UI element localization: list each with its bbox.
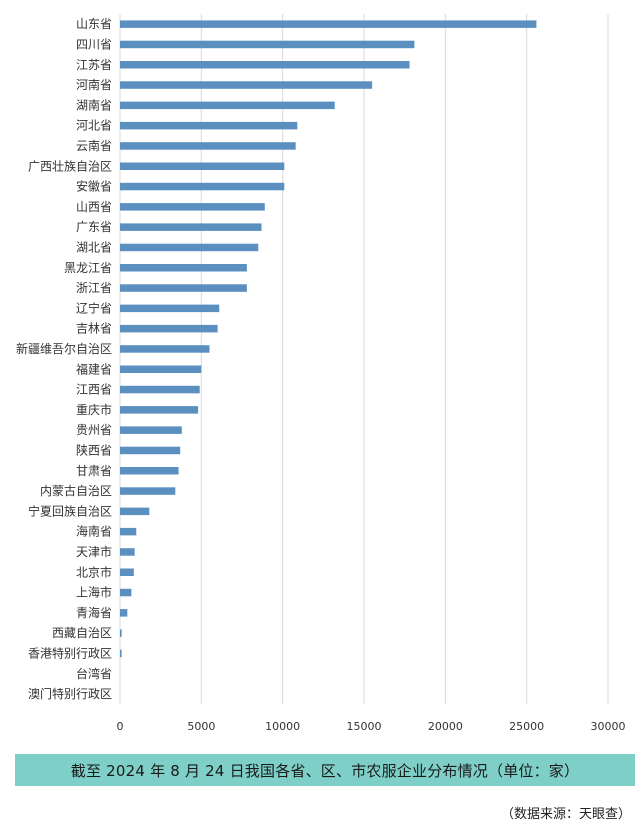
bar bbox=[120, 568, 134, 576]
x-tick-label: 0 bbox=[117, 720, 124, 733]
category-label: 新疆维吾尔自治区 bbox=[16, 341, 112, 356]
category-label: 贵州省 bbox=[76, 423, 112, 437]
category-label: 河北省 bbox=[76, 119, 112, 133]
x-tick-label: 10000 bbox=[265, 720, 300, 733]
bar bbox=[120, 40, 415, 49]
bar bbox=[120, 142, 296, 150]
x-tick-label: 15000 bbox=[347, 720, 382, 733]
category-label: 湖北省 bbox=[76, 239, 112, 254]
bar bbox=[120, 446, 181, 455]
bar bbox=[120, 101, 335, 110]
bar bbox=[120, 61, 410, 69]
x-tick-label: 30000 bbox=[591, 720, 626, 733]
category-label: 台湾省 bbox=[76, 666, 112, 681]
bar bbox=[120, 81, 373, 89]
category-label: 广东省 bbox=[76, 220, 112, 234]
category-label: 澳门特别行政区 bbox=[28, 686, 112, 701]
category-label: 辽宁省 bbox=[76, 300, 112, 315]
caption-bar: 截至 2024 年 8 月 24 日我国各省、区、市农服企业分布情况（单位：家） bbox=[15, 754, 635, 786]
category-label: 山西省 bbox=[76, 200, 112, 214]
grid-lines bbox=[119, 14, 609, 705]
category-label: 浙江省 bbox=[76, 281, 112, 295]
bars bbox=[120, 20, 537, 658]
bar bbox=[120, 548, 135, 556]
category-label: 甘肃省 bbox=[76, 464, 112, 478]
category-label: 上海市 bbox=[76, 585, 112, 600]
category-label: 福建省 bbox=[76, 361, 112, 376]
bar bbox=[120, 304, 220, 313]
category-label: 青海省 bbox=[76, 605, 112, 620]
bar bbox=[120, 243, 259, 252]
category-label: 安徽省 bbox=[76, 179, 112, 194]
category-label: 宁夏回族自治区 bbox=[28, 503, 112, 518]
category-label: 江苏省 bbox=[76, 58, 112, 72]
bar bbox=[120, 588, 132, 597]
data-source: （数据来源：天眼查） bbox=[500, 807, 631, 822]
category-label: 江西省 bbox=[76, 383, 112, 397]
bar bbox=[120, 507, 150, 516]
bar bbox=[120, 629, 122, 637]
x-tick-labels: 0 5000 10000 15000 20000 25000 30000 bbox=[117, 720, 626, 733]
category-label: 重庆市 bbox=[76, 402, 112, 417]
bar bbox=[120, 264, 247, 272]
category-label: 西藏自治区 bbox=[52, 626, 112, 640]
bar bbox=[120, 527, 137, 536]
category-label: 河南省 bbox=[76, 77, 112, 92]
bar bbox=[120, 426, 182, 434]
category-label: 北京市 bbox=[76, 564, 112, 579]
bar bbox=[120, 345, 210, 353]
bar bbox=[120, 182, 285, 191]
category-label: 陕西省 bbox=[76, 442, 112, 457]
x-tick-label: 5000 bbox=[187, 720, 215, 733]
bar bbox=[120, 467, 179, 475]
bar bbox=[120, 324, 218, 333]
category-label: 天津市 bbox=[76, 544, 112, 559]
bar bbox=[120, 649, 122, 658]
bar bbox=[120, 609, 128, 617]
bar bbox=[120, 365, 202, 373]
bar bbox=[120, 20, 537, 28]
category-label: 湖南省 bbox=[76, 97, 112, 112]
category-labels: 山东省四川省江苏省河南省湖南省河北省云南省广西壮族自治区安徽省山西省广东省湖北省… bbox=[16, 17, 112, 701]
bar-chart: 山东省四川省江苏省河南省湖南省河北省云南省广西壮族自治区安徽省山西省广东省湖北省… bbox=[16, 14, 626, 733]
chart-caption: 截至 2024 年 8 月 24 日我国各省、区、市农服企业分布情况（单位：家） bbox=[70, 761, 580, 780]
bar bbox=[120, 223, 262, 231]
category-label: 云南省 bbox=[76, 138, 112, 153]
category-label: 海南省 bbox=[76, 524, 112, 539]
bar bbox=[120, 284, 247, 292]
category-label: 山东省 bbox=[76, 17, 112, 31]
category-label: 香港特别行政区 bbox=[28, 645, 112, 660]
x-tick-label: 25000 bbox=[509, 720, 544, 733]
category-label: 吉林省 bbox=[76, 322, 112, 336]
category-label: 四川省 bbox=[76, 37, 112, 51]
bar bbox=[120, 121, 298, 130]
x-tick-label: 20000 bbox=[428, 720, 463, 733]
category-label: 广西壮族自治区 bbox=[28, 159, 112, 173]
bar bbox=[120, 162, 285, 170]
bar bbox=[120, 203, 265, 211]
bar bbox=[120, 406, 199, 414]
bar bbox=[120, 487, 176, 495]
bar bbox=[120, 385, 200, 394]
category-label: 黑龙江省 bbox=[64, 261, 112, 275]
category-label: 内蒙古自治区 bbox=[40, 483, 112, 498]
